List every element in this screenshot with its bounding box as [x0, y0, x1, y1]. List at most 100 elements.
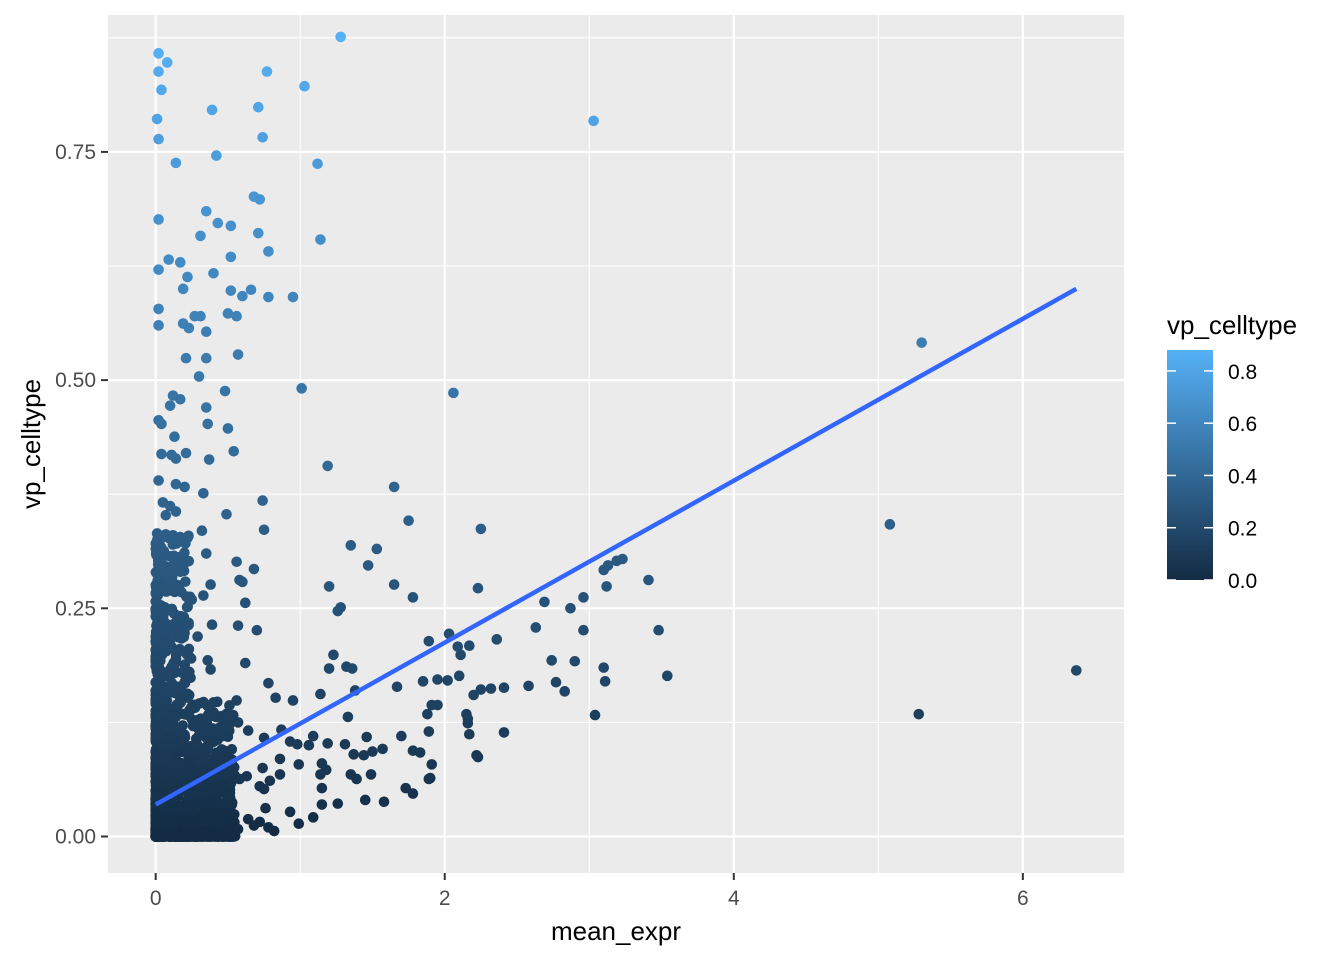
data-point [332, 605, 344, 617]
data-point [292, 739, 303, 750]
data-point [442, 675, 453, 686]
data-point [237, 290, 248, 302]
data-point [196, 525, 208, 537]
data-point [316, 799, 328, 810]
data-point [377, 743, 388, 755]
data-point [150, 677, 162, 688]
data-point [203, 454, 215, 465]
data-point [263, 291, 274, 303]
data-point [155, 541, 167, 553]
data-point [274, 769, 286, 780]
data-point [181, 799, 192, 810]
data-point [322, 738, 333, 749]
data-point [323, 581, 335, 592]
data-point [258, 524, 270, 536]
data-point [348, 749, 359, 760]
data-point [151, 596, 162, 607]
data-point [153, 264, 164, 275]
data-point [287, 695, 299, 706]
data-point [231, 556, 242, 568]
data-point [403, 515, 414, 526]
data-point [206, 104, 218, 116]
data-point [307, 730, 319, 742]
data-point [221, 508, 232, 520]
data-point [245, 284, 257, 296]
data-point [180, 576, 191, 587]
data-point [150, 651, 162, 662]
data-point [559, 686, 570, 697]
data-point [299, 80, 310, 92]
data-point [190, 733, 202, 745]
data-point [176, 831, 188, 842]
data-point [598, 662, 610, 673]
data-point [160, 750, 172, 761]
data-point [183, 322, 195, 334]
data-point [160, 509, 172, 521]
data-point [169, 431, 180, 442]
data-point [176, 667, 187, 678]
data-point [165, 819, 177, 830]
data-point [263, 246, 274, 257]
y-tick-label: 0.75 [55, 141, 96, 164]
data-point [228, 446, 240, 457]
data-point [284, 806, 296, 818]
data-point [257, 495, 268, 506]
data-point [170, 711, 182, 723]
x-tick-label: 6 [1017, 887, 1029, 910]
data-point [378, 796, 390, 808]
data-point [213, 826, 225, 838]
data-point [179, 481, 190, 493]
data-point [423, 726, 435, 737]
data-point [225, 220, 237, 232]
data-point [303, 739, 315, 751]
data-point [239, 597, 251, 609]
data-point [351, 773, 362, 785]
data-point [423, 635, 435, 647]
data-point [150, 751, 161, 763]
y-tick-label: 0.50 [55, 369, 96, 392]
data-point [151, 788, 163, 799]
data-point [174, 643, 186, 655]
trend-line [154, 286, 1078, 807]
data-point [293, 818, 305, 830]
x-tick-label: 4 [728, 887, 740, 910]
data-point [253, 227, 264, 239]
data-point [464, 640, 475, 652]
data-point [174, 257, 186, 268]
x-axis-title: mean_expr [551, 916, 681, 946]
data-point [475, 684, 487, 695]
legend-title: vp_celltype [1167, 310, 1297, 340]
data-point [156, 448, 167, 460]
data-point [332, 798, 344, 809]
data-point [166, 568, 177, 579]
data-point [388, 481, 400, 493]
data-point [588, 115, 599, 127]
data-point [264, 775, 276, 787]
data-point [565, 602, 576, 614]
data-point [151, 774, 162, 785]
data-point [359, 794, 371, 806]
data-point [257, 132, 268, 143]
data-point [207, 757, 219, 768]
data-point [175, 683, 187, 695]
data-point [322, 460, 333, 472]
data-point [163, 254, 174, 265]
data-point [232, 620, 244, 631]
data-point [231, 695, 242, 706]
data-point [485, 683, 497, 694]
data-point [578, 624, 589, 636]
data-point [342, 711, 354, 723]
data-point [432, 699, 443, 711]
data-point [662, 670, 673, 682]
data-point [195, 230, 206, 242]
data-point [182, 601, 194, 612]
data-point [913, 708, 925, 720]
legend-colorbar [1167, 350, 1213, 580]
data-point [202, 796, 214, 808]
data-point [448, 387, 459, 399]
data-point [160, 529, 172, 540]
data-point [151, 568, 163, 580]
data-point [388, 579, 400, 590]
data-point [396, 730, 407, 742]
data-point [206, 737, 218, 748]
